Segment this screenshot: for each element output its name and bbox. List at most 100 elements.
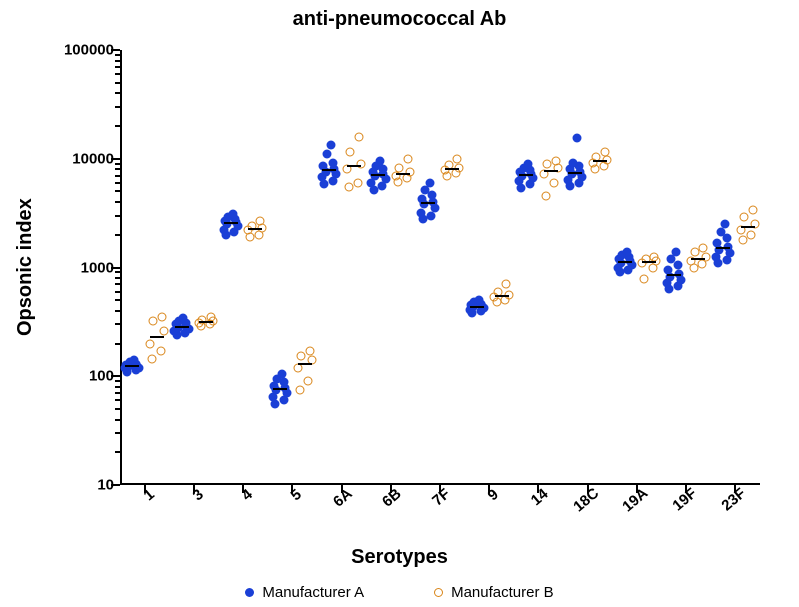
- y-minor-tick: [115, 168, 120, 170]
- median-bar: [150, 336, 164, 338]
- median-bar: [470, 306, 484, 308]
- chart-title: anti-pneumococcal Ab: [0, 8, 799, 31]
- y-minor-tick: [115, 234, 120, 236]
- median-bar: [347, 165, 361, 167]
- data-point: [713, 238, 722, 247]
- data-point: [295, 385, 304, 394]
- data-point: [739, 213, 748, 222]
- median-bar: [125, 365, 139, 367]
- data-point: [277, 369, 286, 378]
- y-minor-tick: [115, 73, 120, 75]
- median-bar: [495, 295, 509, 297]
- data-point: [157, 313, 166, 322]
- median-bar: [273, 388, 287, 390]
- y-minor-tick: [115, 432, 120, 434]
- median-bar: [322, 169, 336, 171]
- data-point: [354, 132, 363, 141]
- y-minor-tick: [115, 310, 120, 312]
- data-point: [346, 148, 355, 157]
- data-point: [156, 347, 165, 356]
- chart-container: anti-pneumococcal Ab Opsonic index 10100…: [0, 0, 799, 607]
- data-point: [376, 157, 385, 166]
- y-tick-label: 10: [97, 477, 120, 494]
- y-minor-tick: [115, 343, 120, 345]
- median-bar: [396, 173, 410, 175]
- y-minor-tick: [115, 419, 120, 421]
- median-bar: [667, 274, 681, 276]
- y-minor-tick: [115, 215, 120, 217]
- median-bar: [568, 172, 582, 174]
- data-point: [159, 327, 168, 336]
- median-bar: [642, 261, 656, 263]
- data-point: [524, 159, 533, 168]
- y-minor-tick: [115, 106, 120, 108]
- median-bar: [716, 247, 730, 249]
- data-point: [453, 154, 462, 163]
- data-point: [622, 247, 631, 256]
- data-point: [403, 154, 412, 163]
- y-minor-tick: [115, 451, 120, 453]
- y-minor-tick: [115, 380, 120, 382]
- data-point: [148, 354, 157, 363]
- median-bar: [741, 226, 755, 228]
- y-axis-line: [120, 50, 122, 485]
- data-point: [271, 400, 280, 409]
- median-bar: [544, 170, 558, 172]
- data-point: [344, 182, 353, 191]
- data-point: [699, 244, 708, 253]
- median-bar: [593, 160, 607, 162]
- x-axis-label: Serotypes: [0, 546, 799, 569]
- y-minor-tick: [115, 201, 120, 203]
- median-bar: [371, 174, 385, 176]
- data-point: [416, 208, 425, 217]
- data-point: [673, 261, 682, 270]
- y-minor-tick: [115, 163, 120, 165]
- y-minor-tick: [115, 125, 120, 127]
- median-bar: [618, 261, 632, 263]
- data-point: [748, 205, 757, 214]
- data-point: [305, 347, 314, 356]
- legend-marker: [245, 588, 254, 597]
- data-point: [640, 275, 649, 284]
- data-point: [327, 140, 336, 149]
- y-minor-tick: [115, 299, 120, 301]
- data-point: [502, 280, 511, 289]
- data-point: [747, 230, 756, 239]
- data-point: [228, 210, 237, 219]
- y-minor-tick: [115, 323, 120, 325]
- data-point: [304, 377, 313, 386]
- y-minor-tick: [115, 182, 120, 184]
- legend-label: Manufacturer A: [262, 584, 364, 601]
- median-bar: [248, 228, 262, 230]
- y-minor-tick: [115, 60, 120, 62]
- median-bar: [298, 363, 312, 365]
- y-tick-label: 10000: [72, 150, 120, 167]
- y-minor-tick: [115, 66, 120, 68]
- plot-area: 1010010001000010000013456A6B7F91418C19A1…: [120, 50, 760, 485]
- median-bar: [445, 168, 459, 170]
- y-minor-tick: [115, 386, 120, 388]
- data-point: [179, 314, 188, 323]
- data-point: [145, 339, 154, 348]
- data-point: [568, 158, 577, 167]
- data-point: [550, 178, 559, 187]
- data-point: [395, 164, 404, 173]
- median-bar: [519, 174, 533, 176]
- y-minor-tick: [115, 399, 120, 401]
- data-point: [671, 247, 680, 256]
- data-point: [541, 192, 550, 201]
- data-point: [322, 150, 331, 159]
- median-bar: [421, 202, 435, 204]
- data-point: [130, 356, 139, 365]
- data-point: [600, 148, 609, 157]
- legend-item: Manufacturer A: [245, 584, 364, 601]
- y-minor-tick: [115, 82, 120, 84]
- y-minor-tick: [115, 277, 120, 279]
- legend: Manufacturer A Manufacturer B: [0, 584, 799, 601]
- y-axis-label: Opsonic index: [14, 50, 37, 485]
- data-point: [720, 220, 729, 229]
- data-point: [353, 178, 362, 187]
- data-point: [573, 134, 582, 143]
- legend-item: Manufacturer B: [434, 584, 554, 601]
- y-minor-tick: [115, 392, 120, 394]
